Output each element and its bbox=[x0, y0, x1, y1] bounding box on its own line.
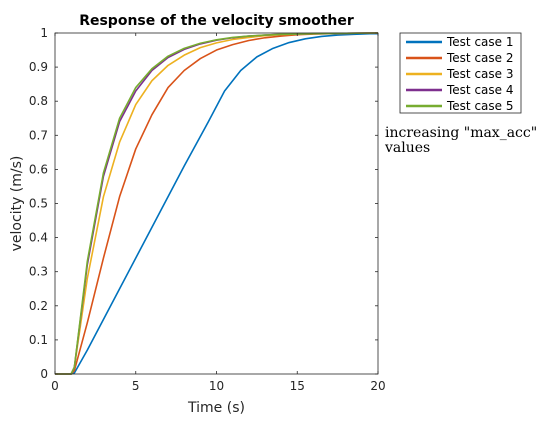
y-tick-label: 0.8 bbox=[29, 94, 48, 108]
x-tick-label: 5 bbox=[132, 379, 140, 393]
x-tick-label: 15 bbox=[290, 379, 305, 393]
annotation-line-1: increasing "max_acc" bbox=[385, 125, 537, 141]
legend-label-4: Test case 4 bbox=[446, 83, 513, 97]
y-tick-label: 0.7 bbox=[29, 128, 48, 142]
x-tick-label: 20 bbox=[370, 379, 385, 393]
legend-label-5: Test case 5 bbox=[446, 99, 513, 113]
y-tick-label: 0.6 bbox=[29, 162, 48, 176]
series-line-1 bbox=[55, 32, 378, 375]
x-tick-label: 0 bbox=[51, 379, 59, 393]
x-tick-label: 10 bbox=[209, 379, 224, 393]
x-axis-label: Time (s) bbox=[187, 400, 245, 416]
y-tick-label: 0.4 bbox=[29, 231, 48, 245]
y-tick-label: 0.2 bbox=[29, 299, 48, 313]
y-tick-label: 0.5 bbox=[29, 197, 48, 211]
series-line-5 bbox=[55, 32, 379, 375]
y-tick-label: 0.1 bbox=[29, 333, 48, 347]
legend: Test case 1 Test case 2 Test case 3 Test ca… bbox=[399, 32, 522, 114]
tick-layer: 0 5 10 15 20 0 0.1 0.2 0.3 0.4 0.5 0.6 0.7 0.8 0.9 1 bbox=[29, 26, 386, 393]
plot-area bbox=[55, 33, 378, 374]
chart-title: Response of the velocity smoother bbox=[79, 13, 354, 29]
legend-label-1: Test case 1 bbox=[446, 35, 513, 49]
legend-label-2: Test case 2 bbox=[446, 51, 513, 65]
series-layer bbox=[55, 32, 379, 375]
annotation-line-2: values bbox=[384, 140, 430, 156]
y-tick-label: 1 bbox=[40, 26, 48, 40]
y-tick-label: 0 bbox=[40, 367, 48, 381]
y-tick-label: 0.3 bbox=[29, 265, 48, 279]
y-tick-label: 0.9 bbox=[29, 60, 48, 74]
legend-label-3: Test case 3 bbox=[446, 67, 513, 81]
y-axis-label: velocity (m/s) bbox=[9, 156, 25, 252]
